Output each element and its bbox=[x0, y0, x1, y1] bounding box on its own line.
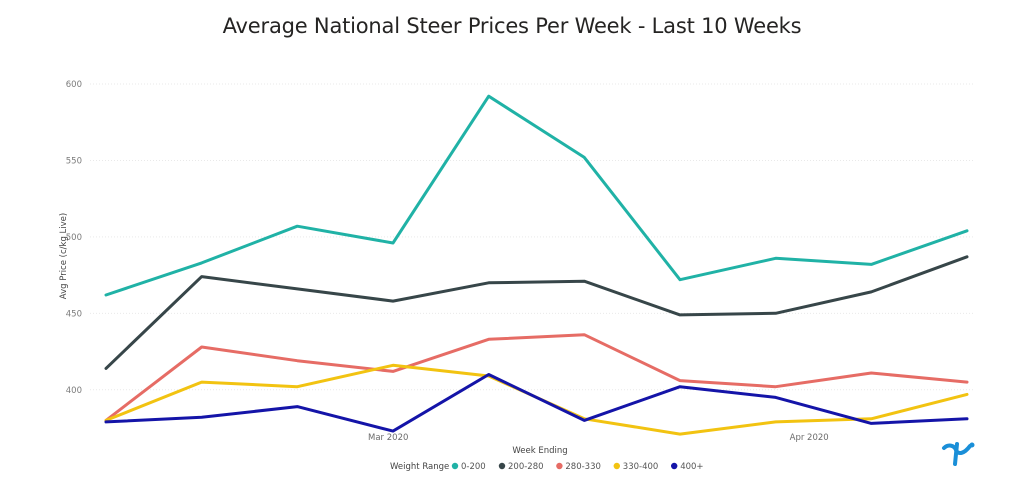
series-lines bbox=[104, 94, 969, 436]
x-axis-label: Week Ending bbox=[512, 446, 567, 456]
grid bbox=[90, 83, 975, 391]
legend-marker-0-200 bbox=[451, 462, 459, 470]
y-tick-label: 550 bbox=[66, 156, 82, 166]
legend-marker-200-280 bbox=[498, 462, 506, 470]
legend-marker-400+ bbox=[671, 462, 678, 470]
legend-item-330-400[interactable]: 330-400 bbox=[623, 462, 659, 472]
series-line-0-200[interactable] bbox=[104, 94, 969, 297]
x-tick-label: Mar 2020 bbox=[368, 433, 408, 443]
legend-item-200-280[interactable]: 200-280 bbox=[508, 462, 544, 472]
x-tick-label: Apr 2020 bbox=[790, 433, 829, 443]
brand-logo-icon bbox=[942, 442, 975, 466]
legend-item-280-330[interactable]: 280-330 bbox=[565, 462, 601, 472]
legend-title: Weight Range bbox=[390, 462, 449, 472]
series-line-400+[interactable] bbox=[104, 373, 969, 433]
legend[interactable]: Weight Range 0-200 200-280 280-330 330-400 4… bbox=[390, 462, 704, 472]
legend-marker-280-330 bbox=[556, 462, 563, 470]
legend-item-0-200[interactable]: 0-200 bbox=[461, 462, 486, 472]
y-tick-label: 600 bbox=[66, 80, 82, 90]
series-line-280-330[interactable] bbox=[104, 333, 969, 422]
x-axis-ticks: Mar 2020 Apr 2020 bbox=[368, 433, 829, 443]
chart-title: Average National Steer Prices Per Week -… bbox=[222, 14, 802, 38]
series-line-200-280[interactable] bbox=[104, 255, 969, 370]
y-tick-label: 400 bbox=[66, 386, 82, 396]
y-axis-label: Avg Price (c/kg Live) bbox=[59, 213, 69, 299]
series-line-330-400[interactable] bbox=[104, 363, 969, 436]
legend-item-400+[interactable]: 400+ bbox=[680, 462, 703, 472]
y-axis-ticks: 400 450 500 550 600 bbox=[66, 80, 82, 396]
y-tick-label: 450 bbox=[66, 309, 82, 319]
y-tick-label: 500 bbox=[66, 233, 82, 243]
legend-marker-330-400 bbox=[613, 462, 620, 470]
